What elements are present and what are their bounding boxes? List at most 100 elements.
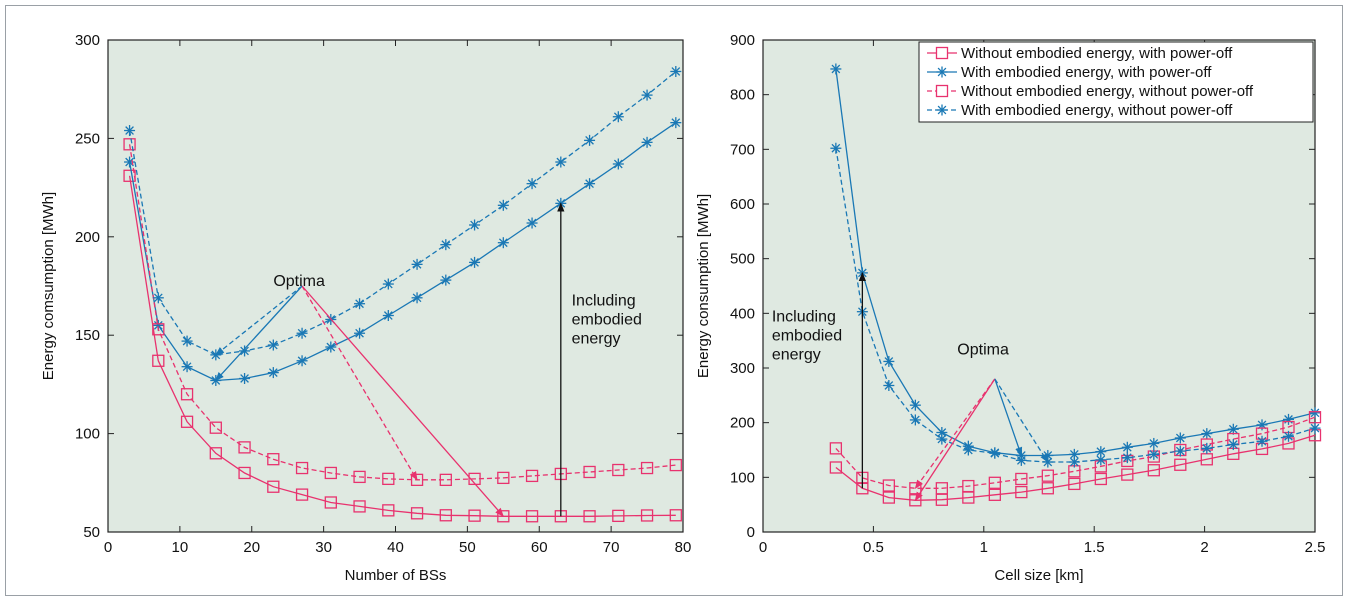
- data-point: [296, 355, 308, 367]
- data-point: [962, 479, 975, 493]
- chart-2: 0 0.5 1 1.5 2 2.5 0 100 200 300 400 500 600 700 800 900…: [695, 32, 1325, 584]
- data-point: [1256, 435, 1268, 447]
- point-stroke: [642, 90, 652, 100]
- data-point: [497, 199, 509, 211]
- data-point: [123, 169, 136, 182]
- legend-marker: [935, 46, 949, 60]
- data-point: [382, 504, 395, 517]
- y-tick-label: 150: [75, 327, 100, 344]
- point-stroke: [153, 293, 163, 303]
- annotation-arrow: [301, 285, 504, 517]
- data-point: [1121, 452, 1133, 464]
- point-stroke: [556, 157, 566, 167]
- point-stroke: [326, 342, 336, 352]
- data-point: [468, 472, 481, 486]
- x-tick-label: 0.5: [863, 539, 884, 556]
- data-point: [936, 433, 948, 445]
- annotation-line: Including: [772, 309, 836, 326]
- data-point: [555, 156, 567, 168]
- y-tick-label: 300: [730, 360, 755, 377]
- legend-marker: [935, 84, 949, 98]
- x-tick-label: 1: [980, 539, 988, 556]
- point-stroke: [268, 340, 278, 350]
- data-point: [1174, 458, 1187, 471]
- point-stroke: [1096, 455, 1106, 465]
- y-tick-label: 200: [730, 415, 755, 432]
- data-point: [1068, 477, 1081, 491]
- point-stroke: [1069, 457, 1079, 467]
- legend-label: With embodied energy, with power-off: [961, 64, 1212, 81]
- point-stroke: [1202, 444, 1212, 453]
- data-point: [525, 469, 539, 483]
- data-point: [295, 461, 309, 475]
- data-point: [411, 258, 423, 270]
- data-point: [382, 278, 394, 290]
- data-point: [584, 178, 596, 190]
- point-stroke: [527, 179, 537, 189]
- point-stroke: [1149, 450, 1159, 459]
- legend-label: With embodied energy, without power-off: [961, 102, 1233, 119]
- data-point: [1015, 485, 1028, 499]
- data-point: [354, 327, 366, 339]
- legend-marker-stroke: [937, 67, 947, 77]
- data-point: [882, 479, 896, 492]
- data-point: [324, 466, 337, 480]
- x-tick-label: 30: [315, 539, 332, 556]
- point-stroke: [831, 64, 841, 74]
- point-stroke: [937, 428, 947, 437]
- point-stroke: [910, 415, 920, 425]
- point-stroke: [671, 67, 681, 76]
- data-point: [267, 453, 280, 466]
- data-point: [1068, 448, 1080, 460]
- data-point: [238, 441, 251, 454]
- point-stroke: [383, 311, 393, 320]
- data-point: [152, 292, 164, 304]
- data-point: [239, 345, 251, 357]
- point-stroke: [1122, 442, 1132, 452]
- x-tick-label: 20: [243, 539, 260, 556]
- point-stroke: [1069, 450, 1079, 459]
- data-point: [124, 125, 136, 137]
- series-line: [128, 144, 676, 481]
- x-tick-label: 10: [172, 539, 189, 556]
- data-point: [1309, 422, 1321, 434]
- data-point: [497, 237, 509, 249]
- data-point: [526, 217, 538, 229]
- data-point: [382, 472, 395, 486]
- point-stroke: [963, 445, 973, 455]
- point-stroke: [297, 328, 307, 338]
- data-point: [909, 399, 921, 411]
- point-stroke: [297, 356, 307, 366]
- point-stroke: [1257, 436, 1267, 446]
- data-point: [640, 461, 654, 475]
- annotation-arrow: [914, 378, 996, 489]
- data-point: [439, 509, 452, 522]
- point-stroke: [884, 381, 894, 390]
- point-stroke: [355, 328, 364, 338]
- data-point: [440, 239, 452, 251]
- point-stroke: [441, 240, 451, 250]
- data-point: [935, 482, 948, 495]
- x-tick-label: 50: [459, 539, 476, 556]
- data-point: [295, 488, 309, 501]
- x-tick-label: 40: [387, 539, 404, 556]
- x-axis-label: Number of BSs: [345, 567, 447, 584]
- point-stroke: [884, 357, 894, 366]
- point-stroke: [1016, 456, 1026, 465]
- data-point: [1121, 468, 1134, 481]
- data-point: [1201, 442, 1213, 454]
- annotation-line: Optima: [957, 341, 1009, 358]
- y-tick-label: 900: [730, 32, 755, 49]
- series-line: [128, 175, 676, 517]
- data-point: [1227, 439, 1239, 451]
- legend-label: Without embodied energy, with power-off: [961, 45, 1233, 62]
- data-point: [468, 509, 481, 522]
- data-point: [209, 421, 222, 434]
- data-point: [1201, 428, 1213, 440]
- legend-marker: [936, 66, 948, 78]
- data-point: [829, 461, 843, 474]
- data-point: [669, 458, 682, 472]
- series-3: [123, 138, 682, 486]
- data-point: [830, 142, 842, 154]
- data-point: [584, 134, 596, 146]
